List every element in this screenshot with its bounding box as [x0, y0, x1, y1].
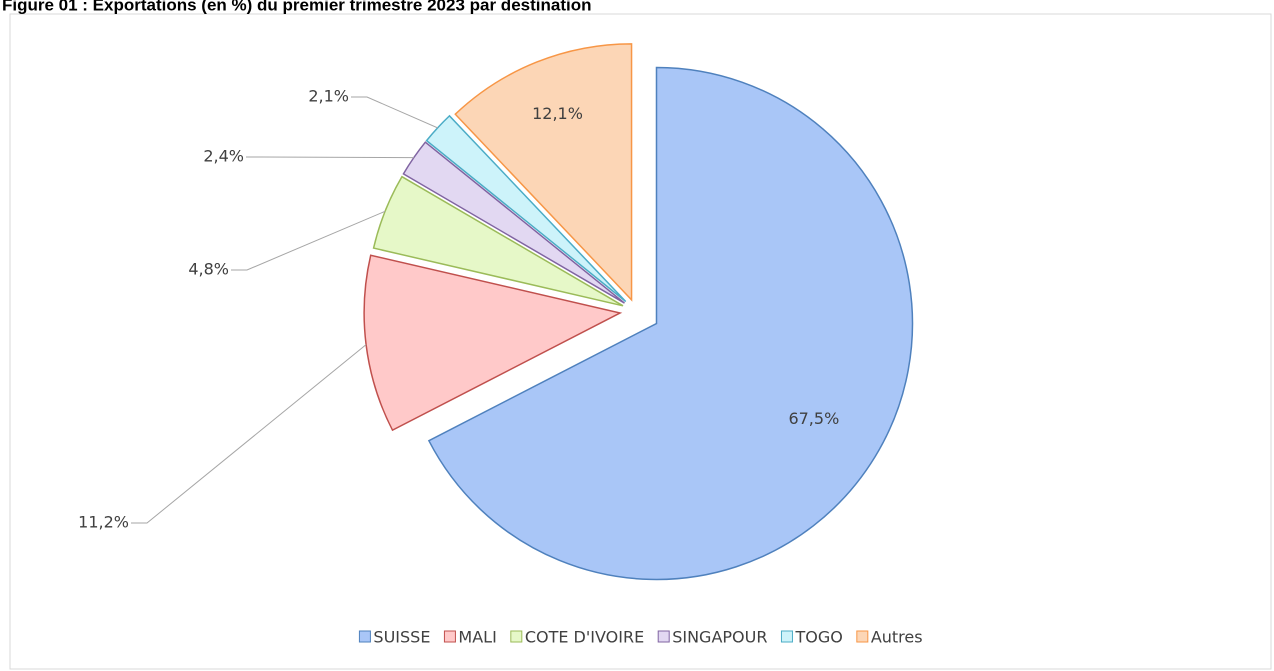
legend-label: MALI	[458, 628, 496, 647]
pie-slice	[427, 66, 914, 581]
pie-slice	[363, 254, 623, 432]
pie-slice	[454, 43, 633, 302]
data-label: 2,1%	[308, 87, 349, 106]
leader-line	[131, 344, 367, 524]
data-label: 2,4%	[203, 147, 244, 166]
legend: SUISSE MALI COTE D'IVOIRE SINGAPOUR TOGO Autr…	[358, 628, 923, 647]
leader-line	[246, 156, 414, 159]
pie-slice	[372, 175, 624, 307]
data-label: 11,2%	[78, 513, 129, 532]
data-label: 4,8%	[188, 260, 229, 279]
data-label: 12,1%	[532, 104, 583, 123]
data-label: 67,5%	[788, 409, 839, 428]
legend-label: COTE D'IVOIRE	[525, 628, 644, 647]
chart-title: Figure 01 : Exportations (en %) du premi…	[2, 0, 591, 14]
legend-swatch	[657, 630, 670, 643]
legend-swatch	[510, 630, 523, 643]
legend-swatch	[780, 630, 793, 643]
legend-label: Autres	[871, 628, 923, 647]
legend-swatch	[443, 630, 456, 643]
legend-label: SINGAPOUR	[672, 628, 767, 647]
legend-label: SUISSE	[373, 628, 430, 647]
leader-line	[231, 210, 386, 271]
legend-swatch	[856, 630, 869, 643]
leader-line	[351, 96, 438, 129]
legend-swatch	[358, 630, 371, 643]
legend-label: TOGO	[794, 628, 842, 647]
